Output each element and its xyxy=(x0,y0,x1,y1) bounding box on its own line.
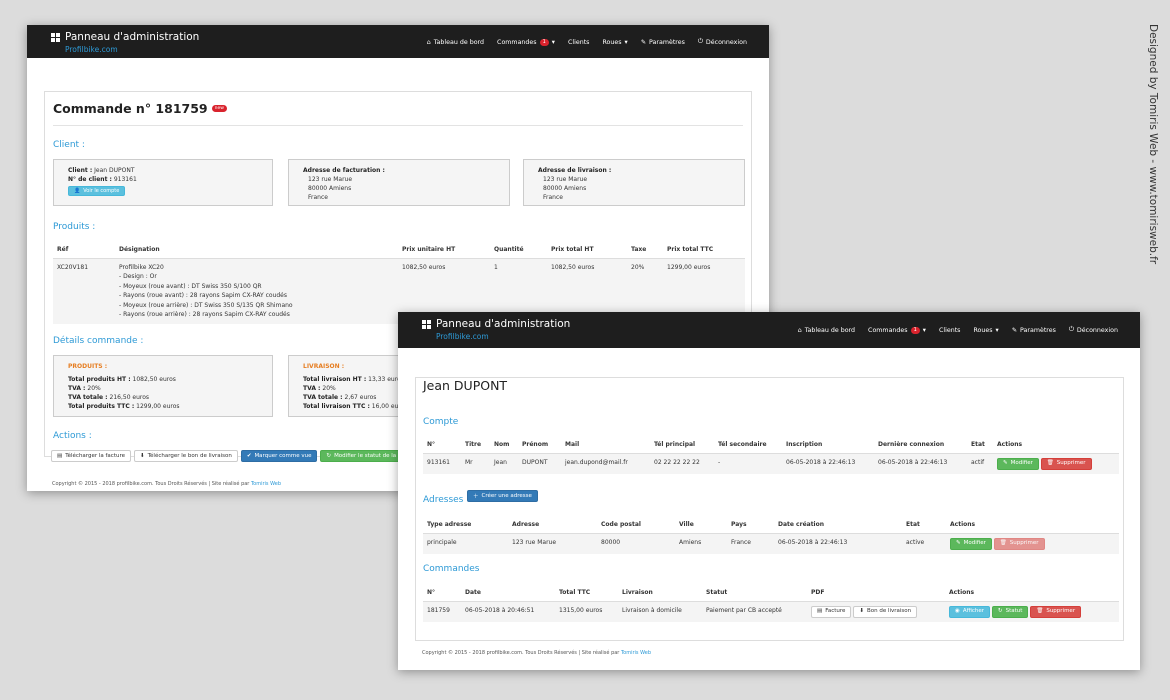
grid-icon xyxy=(51,32,60,42)
logout-icon: ⏻ xyxy=(697,38,703,45)
download-icon: ⬇ xyxy=(140,453,145,459)
client-heading: Client : xyxy=(53,140,85,150)
account-table: N° Titre Nom Prénom Mail Tél principal T… xyxy=(423,436,1119,474)
nav-menu: ⌂ Tableau de bord Commandes 1 ▾ Clients Rou… xyxy=(427,38,747,46)
download-icon: ⬇ xyxy=(859,607,864,614)
create-address-button[interactable]: ＋ Créer une adresse xyxy=(467,490,538,502)
nav-clients[interactable]: Clients xyxy=(567,38,590,46)
delete-account-button[interactable]: 🗑 Supprimer xyxy=(1040,457,1092,470)
check-icon: ✔ xyxy=(246,453,252,459)
designer-credit: Designed by Tomiris Web - www.tomirisweb… xyxy=(1147,24,1159,265)
file-icon: ▤ xyxy=(817,607,823,614)
wrench-icon: ✎ xyxy=(1003,459,1008,466)
account-heading: Compte xyxy=(423,417,459,427)
pdf-delivery-note-button[interactable]: ⬇ Bon de livraison xyxy=(853,605,918,618)
home-icon: ⌂ xyxy=(797,326,802,334)
caret-down-icon: ▾ xyxy=(551,38,555,46)
client-number: 913161 xyxy=(113,176,137,183)
brand[interactable]: Panneau d'administration Profilbike.com xyxy=(51,31,199,54)
orders-table: N° Date Total TTC Livraison Statut PDF A… xyxy=(423,584,1119,622)
nav-logout[interactable]: ⏻ Déconnexion xyxy=(1068,326,1118,334)
home-icon: ⌂ xyxy=(426,38,431,46)
footer: Copyright © 2015 - 2018 profilbike.com. … xyxy=(422,650,652,656)
table-row: 181759 06-05-2018 à 20:46:51 1315,00 eur… xyxy=(423,601,1119,622)
orders-count-badge: 1 xyxy=(539,38,549,46)
nav-dashboard[interactable]: ⌂ Tableau de bord xyxy=(426,38,485,46)
caret-down-icon: ▾ xyxy=(995,326,999,334)
trash-icon: 🗑 xyxy=(1046,459,1054,466)
plus-icon: ＋ xyxy=(473,494,479,500)
customer-name: Jean DUPONT xyxy=(423,378,508,393)
view-account-button[interactable]: 👤 Voir le compte xyxy=(68,186,126,196)
trash-icon: 🗑 xyxy=(1036,607,1044,614)
wrench-icon: ✎ xyxy=(640,38,646,46)
customer-window: Panneau d'administration Profilbike.com … xyxy=(398,312,1140,670)
nav-orders[interactable]: Commandes 1 ▾ xyxy=(497,38,555,46)
grid-icon xyxy=(422,319,431,329)
wrench-icon: ✎ xyxy=(956,539,961,546)
actions-heading: Actions : xyxy=(53,431,92,441)
eye-icon: ◉ xyxy=(955,607,960,614)
download-delivery-note-button[interactable]: ⬇ Télécharger le bon de livraison xyxy=(134,450,238,462)
footer: Copyright © 2015 - 2018 profilbike.com. … xyxy=(52,481,282,487)
addresses-table: Type adresse Adresse Code postal Ville P… xyxy=(423,516,1119,554)
order-status-button[interactable]: ↻ Statut xyxy=(991,605,1029,618)
nav-dashboard[interactable]: ⌂ Tableau de bord xyxy=(797,326,856,334)
order-actions: ▤ Télécharger la facture ⬇ Télécharger le … xyxy=(51,450,435,462)
trash-icon: 🗑 xyxy=(999,539,1007,546)
orders-count-badge: 1 xyxy=(910,326,920,334)
shipping-address-box: Adresse de livraison : 123 rue Marue 800… xyxy=(523,159,745,206)
table-row: 913161 Mr Jean DUPONT jean.dupond@mail.f… xyxy=(423,453,1119,474)
billing-address-box: Adresse de facturation : 123 rue Marue 8… xyxy=(288,159,510,206)
delete-order-button[interactable]: 🗑 Supprimer xyxy=(1030,605,1082,618)
refresh-icon: ↻ xyxy=(326,453,332,459)
client-box: Client : Jean DUPONT N° de client : 9131… xyxy=(53,159,273,206)
nav-wheels[interactable]: Roues ▾ xyxy=(973,326,999,334)
footer-link[interactable]: Tomiris Web xyxy=(620,650,652,656)
download-invoice-button[interactable]: ▤ Télécharger la facture xyxy=(51,450,131,462)
customer-panel: Jean DUPONT Compte N° Titre Nom Prénom M… xyxy=(415,377,1124,641)
footer-link[interactable]: Tomiris Web xyxy=(250,481,282,487)
nav-settings[interactable]: ✎ Paramètres xyxy=(640,38,685,46)
brand[interactable]: Panneau d'administration Profilbike.com xyxy=(422,318,570,341)
pdf-invoice-button[interactable]: ▤ Facture xyxy=(811,605,852,618)
show-order-button[interactable]: ◉ Afficher xyxy=(949,605,991,618)
caret-down-icon: ▾ xyxy=(922,326,926,334)
nav-menu: ⌂ Tableau de bord Commandes 1 ▾ Clients Rou… xyxy=(798,326,1118,334)
products-table: Réf Désignation Prix unitaire HT Quantit… xyxy=(53,241,745,324)
modify-account-button[interactable]: ✎ Modifier xyxy=(997,457,1039,470)
nav-orders[interactable]: Commandes 1 ▾ xyxy=(868,326,926,334)
user-icon: 👤 xyxy=(74,187,81,194)
mark-seen-button[interactable]: ✔ Marquer comme vue xyxy=(240,450,318,462)
brand-title: Panneau d'administration xyxy=(65,31,200,43)
nav-clients[interactable]: Clients xyxy=(938,326,961,334)
navbar: Panneau d'administration Profilbike.com … xyxy=(398,312,1140,348)
modify-address-button[interactable]: ✎ Modifier xyxy=(950,537,992,550)
logout-icon: ⏻ xyxy=(1068,326,1074,333)
caret-down-icon: ▾ xyxy=(624,38,628,46)
nav-wheels[interactable]: Roues ▾ xyxy=(602,38,628,46)
table-row: principale 123 rue Marue 80000 Amiens Fr… xyxy=(423,533,1119,554)
delete-address-button[interactable]: 🗑 Supprimer xyxy=(993,537,1045,550)
brand-subtitle: Profilbike.com xyxy=(436,332,489,341)
client-name: Jean DUPONT xyxy=(94,167,135,174)
brand-subtitle: Profilbike.com xyxy=(65,45,118,54)
new-badge: new xyxy=(211,105,227,112)
navbar: Panneau d'administration Profilbike.com … xyxy=(27,25,769,58)
file-icon: ▤ xyxy=(57,453,63,459)
orders-heading: Commandes xyxy=(423,564,480,574)
refresh-icon: ↻ xyxy=(997,607,1003,614)
brand-title: Panneau d'administration xyxy=(436,318,571,330)
wrench-icon: ✎ xyxy=(1011,326,1017,334)
order-details-heading: Détails commande : xyxy=(53,336,144,346)
order-title: Commande n° 181759 new xyxy=(53,101,227,116)
products-heading: Produits : xyxy=(53,222,96,232)
nav-logout[interactable]: ⏻ Déconnexion xyxy=(697,38,747,46)
nav-settings[interactable]: ✎ Paramètres xyxy=(1011,326,1056,334)
addresses-heading: Adresses xyxy=(423,495,464,505)
products-totals-box: PRODUITS : Total produits HT : 1082,50 e… xyxy=(53,355,273,417)
